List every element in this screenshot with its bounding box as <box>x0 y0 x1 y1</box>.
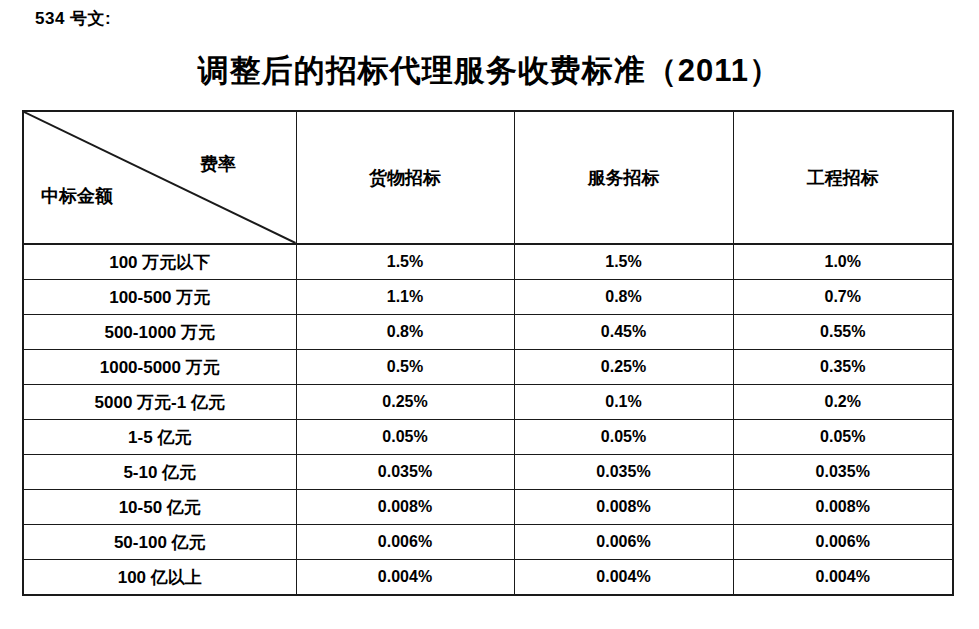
column-header-goods: 货物招标 <box>296 111 514 244</box>
table-row: 1000-5000 万元 0.5% 0.25% 0.35% <box>23 350 953 385</box>
goods-rate-cell: 0.05% <box>296 420 514 455</box>
engineering-rate-cell: 0.2% <box>733 385 953 420</box>
engineering-rate-cell: 0.035% <box>733 455 953 490</box>
goods-rate-cell: 0.8% <box>296 315 514 350</box>
services-rate-cell: 0.008% <box>514 490 733 525</box>
amount-cell: 100 亿以上 <box>23 560 296 596</box>
column-header-services: 服务招标 <box>514 111 733 244</box>
table-row: 1-5 亿元 0.05% 0.05% 0.05% <box>23 420 953 455</box>
engineering-rate-cell: 0.006% <box>733 525 953 560</box>
amount-cell: 1-5 亿元 <box>23 420 296 455</box>
goods-rate-cell: 0.008% <box>296 490 514 525</box>
amount-cell: 50-100 亿元 <box>23 525 296 560</box>
table-row: 100 万元以下 1.5% 1.5% 1.0% <box>23 244 953 280</box>
services-rate-cell: 0.45% <box>514 315 733 350</box>
amount-cell: 500-1000 万元 <box>23 315 296 350</box>
corner-label-rate: 费率 <box>200 152 236 176</box>
goods-rate-cell: 0.004% <box>296 560 514 596</box>
amount-cell: 5000 万元-1 亿元 <box>23 385 296 420</box>
goods-rate-cell: 0.035% <box>296 455 514 490</box>
services-rate-cell: 1.5% <box>514 244 733 280</box>
table-row: 50-100 亿元 0.006% 0.006% 0.006% <box>23 525 953 560</box>
goods-rate-cell: 0.25% <box>296 385 514 420</box>
amount-cell: 10-50 亿元 <box>23 490 296 525</box>
document-page: 534 号文: 调整后的招标代理服务收费标准（2011） 费率 中标金额 货物招… <box>0 0 979 629</box>
page-title: 调整后的招标代理服务收费标准（2011） <box>0 50 979 92</box>
table-row: 5000 万元-1 亿元 0.25% 0.1% 0.2% <box>23 385 953 420</box>
services-rate-cell: 0.004% <box>514 560 733 596</box>
column-header-engineering: 工程招标 <box>733 111 953 244</box>
amount-cell: 5-10 亿元 <box>23 455 296 490</box>
doc-ref: 534 号文: <box>35 7 111 30</box>
table-header-row: 费率 中标金额 货物招标 服务招标 工程招标 <box>23 111 953 244</box>
engineering-rate-cell: 0.35% <box>733 350 953 385</box>
corner-cell: 费率 中标金额 <box>23 111 296 244</box>
table-row: 100 亿以上 0.004% 0.004% 0.004% <box>23 560 953 596</box>
amount-cell: 1000-5000 万元 <box>23 350 296 385</box>
amount-cell: 100-500 万元 <box>23 280 296 315</box>
corner-label-amount: 中标金额 <box>41 184 113 208</box>
goods-rate-cell: 0.006% <box>296 525 514 560</box>
services-rate-cell: 0.8% <box>514 280 733 315</box>
table-row: 5-10 亿元 0.035% 0.035% 0.035% <box>23 455 953 490</box>
engineering-rate-cell: 0.7% <box>733 280 953 315</box>
engineering-rate-cell: 0.008% <box>733 490 953 525</box>
table-row: 500-1000 万元 0.8% 0.45% 0.55% <box>23 315 953 350</box>
engineering-rate-cell: 0.004% <box>733 560 953 596</box>
diagonal-divider-line <box>24 112 296 243</box>
engineering-rate-cell: 0.55% <box>733 315 953 350</box>
services-rate-cell: 0.05% <box>514 420 733 455</box>
engineering-rate-cell: 0.05% <box>733 420 953 455</box>
services-rate-cell: 0.035% <box>514 455 733 490</box>
table-row: 10-50 亿元 0.008% 0.008% 0.008% <box>23 490 953 525</box>
engineering-rate-cell: 1.0% <box>733 244 953 280</box>
services-rate-cell: 0.1% <box>514 385 733 420</box>
fee-table: 费率 中标金额 货物招标 服务招标 工程招标 100 万元以下 1.5% 1.5… <box>22 110 954 596</box>
goods-rate-cell: 1.5% <box>296 244 514 280</box>
table-row: 100-500 万元 1.1% 0.8% 0.7% <box>23 280 953 315</box>
goods-rate-cell: 1.1% <box>296 280 514 315</box>
amount-cell: 100 万元以下 <box>23 244 296 280</box>
services-rate-cell: 0.006% <box>514 525 733 560</box>
goods-rate-cell: 0.5% <box>296 350 514 385</box>
services-rate-cell: 0.25% <box>514 350 733 385</box>
